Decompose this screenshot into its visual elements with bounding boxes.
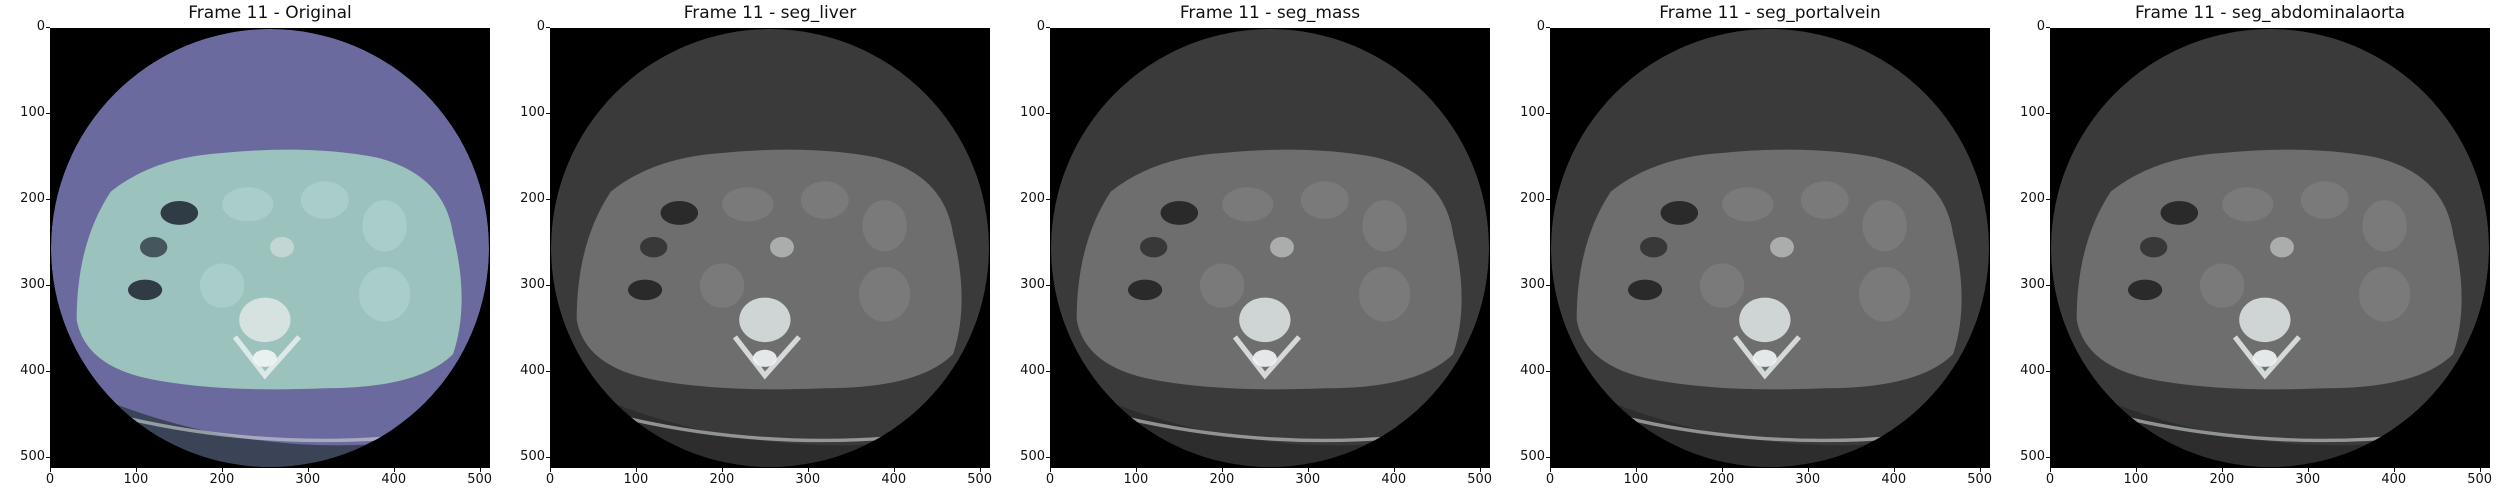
x-tick-label: 500 [2460,468,2500,487]
x-tick-label: 500 [1460,468,1500,487]
panel-title: Frame 11 - seg_mass [1179,3,1361,23]
panel-2: Frame 11 - seg_mass [1000,0,1500,500]
x-tick-label: 0 [30,468,70,487]
y-tick-label: 0 [500,19,550,34]
y-tick-label: 300 [0,277,50,292]
y-tick-label: 400 [500,363,550,378]
x-tick-label: 300 [788,468,828,487]
y-tick-label: 400 [2000,363,2050,378]
panel-title: Frame 11 - seg_portalvein [1659,3,1881,23]
y-tick-label: 0 [1000,19,1050,34]
panel-0: Frame 11 - Original [0,0,500,500]
ct-image [2050,28,2490,468]
y-tick-label: 100 [500,105,550,120]
y-tick-label: 200 [0,191,50,206]
x-tick-label: 400 [1374,468,1414,487]
ct-image [1550,28,1990,468]
panel-4: Frame 11 - seg_abdominalaorta [2000,0,2500,500]
y-tick-label: 500 [1500,449,1550,464]
y-tick-label: 500 [0,449,50,464]
y-tick-label: 200 [1500,191,1550,206]
panel-title: Frame 11 - seg_liver [683,3,857,23]
panel-3: Frame 11 - seg_portalvein [1500,0,2000,500]
x-tick-label: 200 [702,468,742,487]
y-tick-label: 100 [1500,105,1550,120]
y-tick-label: 400 [1500,363,1550,378]
x-tick-label: 100 [616,468,656,487]
x-tick-label: 300 [288,468,328,487]
x-tick-label: 0 [2030,468,2070,487]
y-tick-label: 0 [1500,19,1550,34]
x-tick-label: 200 [1702,468,1742,487]
x-tick-label: 400 [374,468,414,487]
y-tick-label: 300 [1500,277,1550,292]
x-tick-label: 300 [2288,468,2328,487]
x-tick-label: 400 [874,468,914,487]
y-tick-label: 0 [2000,19,2050,34]
y-tick-label: 500 [1000,449,1050,464]
y-tick-label: 0 [0,19,50,34]
y-tick-label: 400 [1000,363,1050,378]
x-tick-label: 100 [2116,468,2156,487]
y-tick-label: 100 [1000,105,1050,120]
ct-image [550,28,990,468]
x-tick-label: 0 [530,468,570,487]
ct-image [50,28,490,468]
x-tick-label: 400 [2374,468,2414,487]
y-tick-label: 500 [2000,449,2050,464]
panel-1: Frame 11 - seg_liver [500,0,1000,500]
x-tick-label: 0 [1030,468,1070,487]
x-tick-label: 100 [1116,468,1156,487]
x-tick-label: 100 [116,468,156,487]
y-tick-label: 200 [2000,191,2050,206]
x-tick-label: 0 [1530,468,1570,487]
x-tick-label: 200 [1202,468,1242,487]
ct-image [1050,28,1490,468]
y-tick-label: 400 [0,363,50,378]
x-tick-label: 500 [460,468,500,487]
y-tick-label: 300 [500,277,550,292]
x-tick-label: 100 [1616,468,1656,487]
panel-title: Frame 11 - seg_abdominalaorta [2134,3,2406,23]
x-tick-label: 200 [202,468,242,487]
x-tick-label: 500 [1960,468,2000,487]
y-tick-label: 500 [500,449,550,464]
y-tick-label: 100 [0,105,50,120]
y-tick-label: 200 [500,191,550,206]
x-tick-label: 300 [1788,468,1828,487]
y-tick-label: 300 [2000,277,2050,292]
y-tick-label: 200 [1000,191,1050,206]
y-tick-label: 300 [1000,277,1050,292]
x-tick-label: 300 [1288,468,1328,487]
y-tick-label: 100 [2000,105,2050,120]
x-tick-label: 500 [960,468,1000,487]
panel-title: Frame 11 - Original [188,3,352,23]
x-tick-label: 400 [1874,468,1914,487]
x-tick-label: 200 [2202,468,2242,487]
